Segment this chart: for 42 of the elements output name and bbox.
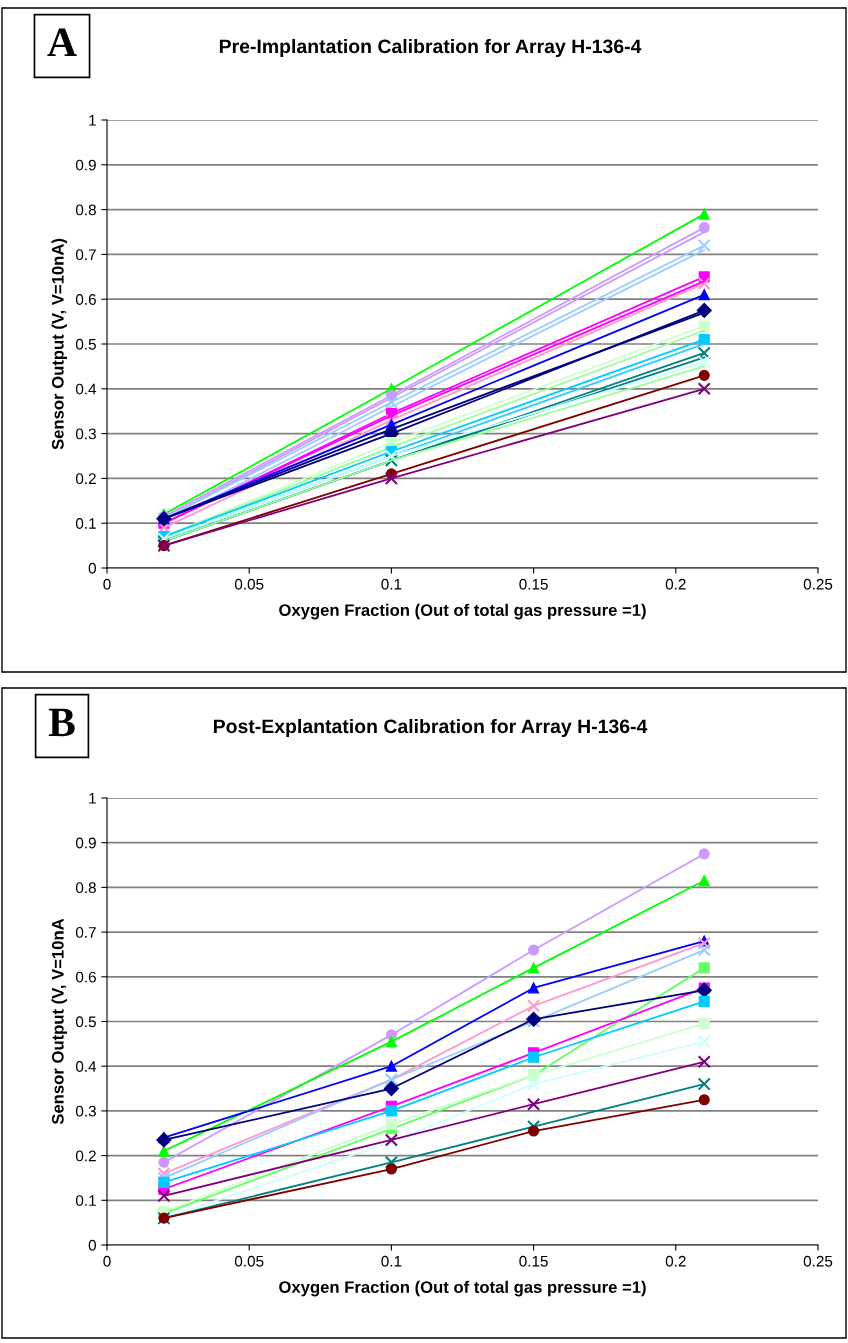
x-tick-label: 0.15 [519,578,548,590]
y-tick-label: 0.7 [75,926,96,938]
y-tick-label: 0.3 [75,1105,96,1117]
y-tick-label: 0 [88,1239,96,1251]
x-tick-label: 0.05 [234,1255,264,1267]
y-tick-label: 0.8 [75,882,96,894]
x-tick-label: 0.25 [803,578,833,590]
y-tick-label: 0.5 [75,1016,96,1028]
x-tick-label: 0.1 [381,578,402,590]
x-axis-title: Oxygen Fraction (Out of total gas pressure =1) [279,603,646,620]
y-tick-label: 0.9 [75,837,96,849]
y-tick-label: 0.7 [75,249,96,261]
y-tick-label: 0.1 [75,518,96,529]
y-tick-label: 0.5 [75,338,96,350]
text: B [48,708,75,737]
x-tick-label: 0.15 [519,1255,548,1267]
chart-title: Pre-Implantation Calibration for Array H-136-4 [219,38,642,58]
y-axis-title: Sensor Output (V, V=10nA [51,918,68,1125]
y-tick-label: 0.6 [75,294,96,305]
x-tick-label: 0 [103,578,111,590]
x-axis-title: Oxygen Fraction (Out of total gas pressure =1) [279,1280,646,1297]
y-tick-label: 0.4 [75,383,97,395]
x-tick-label: 0.2 [665,1255,686,1267]
y-tick-label: 1 [89,115,96,126]
x-tick-label: 0.25 [803,1255,833,1267]
x-tick-label: 0 [103,1255,111,1267]
y-tick-label: 0.3 [75,428,96,440]
chart-title: Post-Explantation Calibration for Array H-136-4 [213,718,648,738]
x-tick-label: 0.1 [381,1255,402,1267]
text: A [47,28,77,57]
y-tick-label: 0.6 [75,971,96,983]
y-tick-label: 0.8 [75,204,96,216]
y-tick-label: 0.2 [75,473,96,485]
y-tick-label: 0 [88,562,96,574]
y-tick-label: 0.2 [75,1150,96,1162]
x-tick-label: 0.05 [234,578,264,590]
y-tick-label: 0.4 [75,1061,97,1072]
y-axis-title: Sensor Output (V, V=10nA) [51,238,68,450]
y-tick-label: 0.9 [75,159,96,171]
x-tick-label: 0.2 [665,578,686,590]
y-tick-label: 0.1 [75,1195,96,1206]
y-tick-label: 1 [89,793,96,804]
